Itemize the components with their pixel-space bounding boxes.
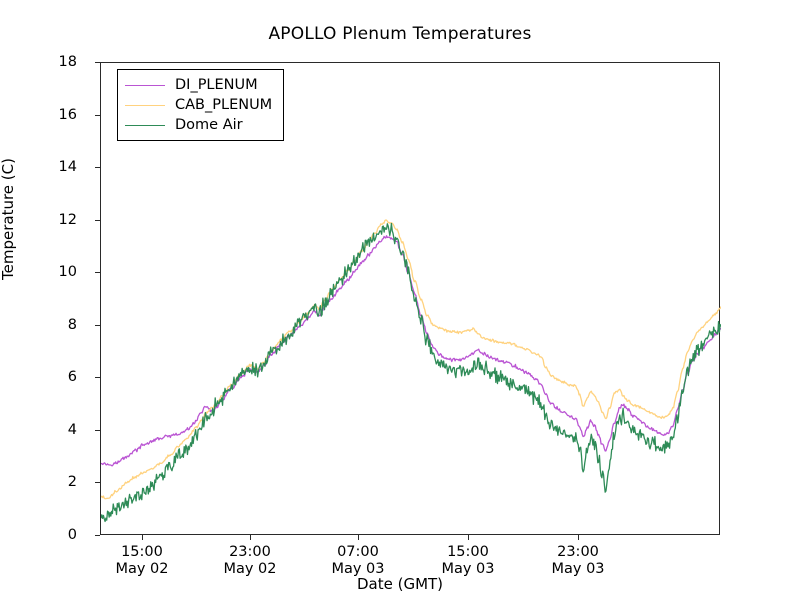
y-tick-label: 12 xyxy=(58,211,77,228)
legend-swatch xyxy=(125,124,165,126)
y-tick-label: 10 xyxy=(58,264,77,281)
y-tick-label: 18 xyxy=(58,54,77,70)
y-tick-label: 0 xyxy=(67,527,77,543)
y-tick-mark xyxy=(95,535,100,536)
x-tick-date: May 03 xyxy=(331,561,385,578)
y-tick-mark xyxy=(95,482,100,484)
y-tick-mark xyxy=(95,324,100,326)
legend-swatch xyxy=(125,104,165,106)
x-tick-mark xyxy=(467,535,469,540)
legend-item: CAB_PLENUM xyxy=(125,95,272,115)
y-tick-label: 16 xyxy=(58,106,77,123)
x-tick-label: 15:00 May 03 xyxy=(398,544,538,578)
x-tick-date: May 02 xyxy=(223,561,277,578)
y-tick-mark xyxy=(95,114,100,116)
y-tick-mark xyxy=(95,272,100,274)
x-tick-time: 15:00 xyxy=(121,544,163,560)
y-tick-label: 6 xyxy=(67,369,77,386)
x-tick-label: 07:00 May 03 xyxy=(288,544,428,578)
x-tick-label: 23:00 May 03 xyxy=(508,544,648,578)
x-tick-date: May 02 xyxy=(115,561,169,578)
series-canvas xyxy=(101,63,721,536)
x-tick-mark xyxy=(249,535,251,540)
y-tick-mark xyxy=(95,219,100,221)
chart-legend: DI_PLENUM CAB_PLENUM Dome Air xyxy=(117,69,285,141)
x-tick-mark xyxy=(357,535,359,540)
y-tick-label: 14 xyxy=(58,159,77,176)
x-tick-date: May 03 xyxy=(551,561,605,578)
x-tick-time: 23:00 xyxy=(557,544,599,560)
x-tick-label: 15:00 May 02 xyxy=(72,544,212,578)
legend-label: Dome Air xyxy=(175,117,243,133)
y-tick-mark xyxy=(95,167,100,169)
y-tick-label: 4 xyxy=(67,421,77,438)
legend-swatch xyxy=(125,84,165,86)
legend-item: Dome Air xyxy=(125,115,272,135)
x-tick-time: 07:00 xyxy=(337,544,379,560)
x-tick-time: 15:00 xyxy=(447,544,489,560)
y-tick-mark xyxy=(95,377,100,379)
y-tick-label: 2 xyxy=(67,474,77,491)
x-tick-label: 23:00 May 02 xyxy=(180,544,320,578)
y-tick-mark xyxy=(95,62,100,63)
series-line xyxy=(101,236,721,466)
legend-label: CAB_PLENUM xyxy=(175,97,273,113)
legend-label: DI_PLENUM xyxy=(175,77,258,93)
plot-area: DI_PLENUM CAB_PLENUM Dome Air xyxy=(100,62,720,535)
legend-item: DI_PLENUM xyxy=(125,75,272,95)
x-tick-mark xyxy=(141,535,143,540)
x-tick-mark xyxy=(578,535,580,540)
x-tick-date: May 03 xyxy=(441,561,495,578)
y-tick-label: 8 xyxy=(67,316,77,333)
x-tick-time: 23:00 xyxy=(229,544,271,560)
x-axis-label: Date (GMT) xyxy=(356,575,444,593)
series-line xyxy=(101,223,721,521)
y-tick-mark xyxy=(95,429,100,431)
chart-title: APOLLO Plenum Temperatures xyxy=(268,24,532,44)
series-line xyxy=(101,220,721,499)
